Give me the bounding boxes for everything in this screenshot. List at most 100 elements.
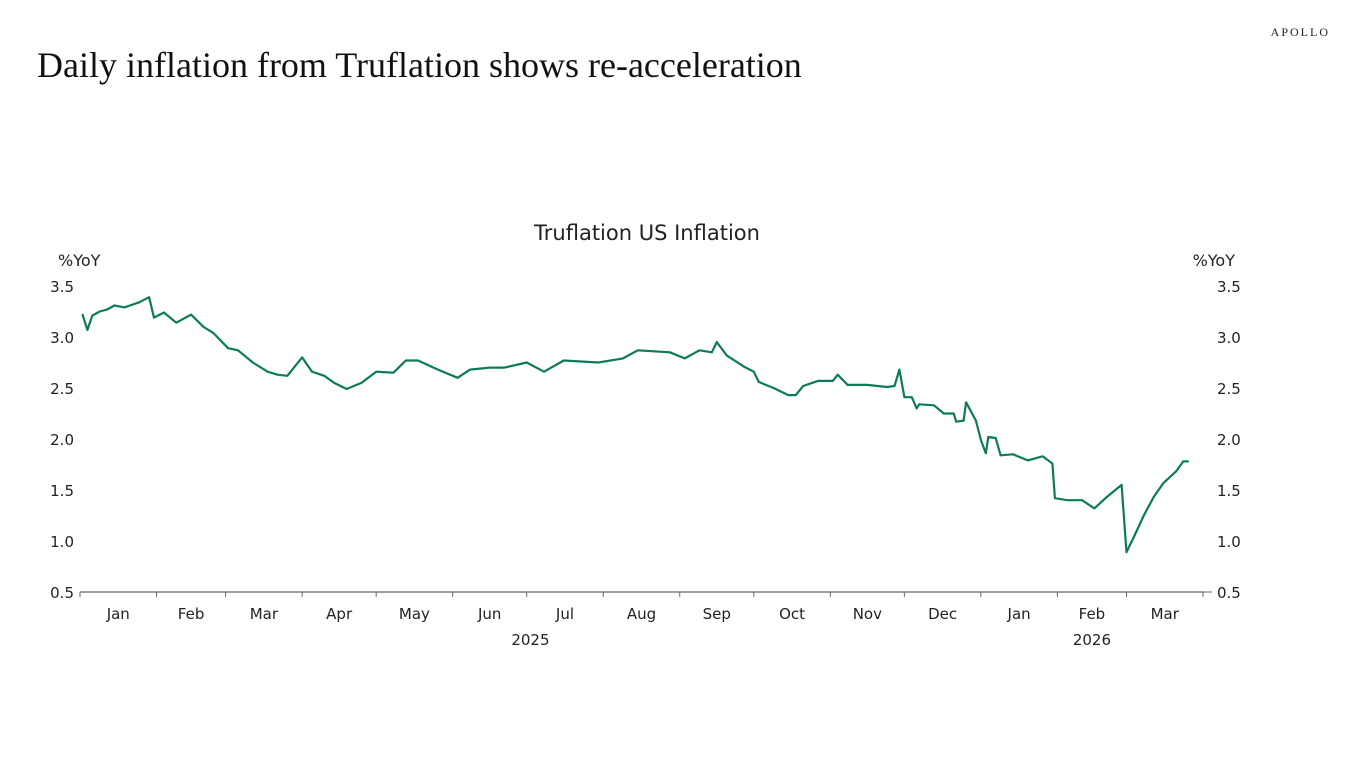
data-point bbox=[1174, 470, 1177, 473]
y-tick-label-right: 2.0 bbox=[1217, 431, 1241, 449]
data-point bbox=[1152, 496, 1155, 499]
data-point bbox=[1093, 507, 1096, 510]
apollo-logo: APOLLO bbox=[1270, 25, 1330, 39]
data-point bbox=[375, 370, 378, 373]
data-point bbox=[562, 359, 565, 362]
data-point bbox=[893, 385, 896, 387]
data-point bbox=[1054, 497, 1056, 500]
data-point bbox=[360, 382, 363, 384]
data-point bbox=[975, 419, 977, 422]
y-tick-label-left: 0.5 bbox=[50, 584, 74, 602]
data-point bbox=[994, 437, 997, 439]
y-tick-label-right: 3.0 bbox=[1217, 329, 1241, 347]
x-tick-label: Jul bbox=[555, 605, 574, 623]
data-point bbox=[153, 316, 155, 319]
data-point bbox=[1051, 462, 1054, 465]
data-point bbox=[190, 313, 192, 316]
data-point bbox=[113, 304, 116, 307]
y-tick-label-right: 3.5 bbox=[1217, 278, 1241, 296]
data-point bbox=[123, 306, 126, 309]
y-tick-label-right: 1.0 bbox=[1217, 533, 1241, 551]
year-label-2026: 2026 bbox=[1073, 631, 1111, 649]
data-point bbox=[910, 396, 913, 399]
data-point bbox=[979, 439, 982, 441]
data-point bbox=[898, 368, 901, 371]
data-point bbox=[831, 379, 834, 382]
data-point bbox=[81, 313, 84, 316]
data-point bbox=[622, 357, 624, 360]
x-tick-label: Dec bbox=[928, 605, 957, 623]
data-point bbox=[86, 328, 89, 331]
x-tick-label: Mar bbox=[250, 605, 279, 623]
data-point bbox=[392, 371, 395, 374]
data-point bbox=[543, 370, 545, 373]
data-point bbox=[417, 359, 420, 362]
chart-title: Truflation US Inflation bbox=[533, 221, 760, 245]
y-tick-label-left: 2.5 bbox=[50, 380, 74, 398]
data-point bbox=[1162, 481, 1165, 484]
y-tick-label-left: 3.0 bbox=[50, 329, 74, 347]
data-point bbox=[1012, 453, 1014, 456]
data-point bbox=[710, 351, 713, 354]
data-point bbox=[915, 407, 918, 410]
data-point bbox=[772, 387, 775, 389]
data-point bbox=[987, 436, 990, 438]
data-point bbox=[1081, 499, 1083, 502]
y-tick-label-right: 2.5 bbox=[1217, 380, 1241, 398]
data-point bbox=[866, 384, 869, 386]
x-tick-label: Aug bbox=[627, 605, 656, 623]
data-point bbox=[715, 341, 718, 343]
data-point bbox=[836, 373, 839, 376]
data-point bbox=[1041, 455, 1044, 458]
data-point bbox=[106, 308, 109, 311]
data-point bbox=[933, 404, 935, 407]
data-point bbox=[98, 310, 101, 313]
data-point bbox=[668, 351, 671, 354]
x-tick-label: Feb bbox=[1079, 605, 1106, 623]
data-point bbox=[1142, 514, 1145, 517]
y-tick-label-left: 2.0 bbox=[50, 431, 74, 449]
data-point bbox=[1132, 536, 1135, 538]
data-point bbox=[952, 412, 955, 415]
data-point bbox=[984, 452, 987, 455]
data-point bbox=[525, 361, 528, 364]
data-point bbox=[965, 401, 967, 404]
y-tick-label-right: 1.5 bbox=[1217, 482, 1241, 500]
data-point bbox=[886, 386, 888, 388]
data-point bbox=[597, 361, 600, 364]
x-tick-label: Oct bbox=[779, 605, 805, 623]
data-point bbox=[1120, 484, 1123, 486]
data-point bbox=[683, 357, 686, 360]
data-point bbox=[436, 368, 439, 371]
data-point bbox=[817, 379, 819, 382]
x-tick-label: Apr bbox=[326, 605, 353, 623]
x-tick-label: Jun bbox=[477, 605, 501, 623]
y-axis-label-right: %YoY bbox=[1193, 251, 1236, 270]
y-tick-label-right: 0.5 bbox=[1217, 584, 1241, 602]
data-point bbox=[802, 385, 805, 387]
data-point bbox=[212, 332, 215, 334]
data-point bbox=[163, 311, 165, 314]
data-point bbox=[251, 361, 254, 364]
data-point bbox=[237, 349, 239, 352]
data-point bbox=[503, 366, 506, 369]
data-point bbox=[345, 388, 348, 390]
data-point bbox=[942, 412, 945, 415]
data-point bbox=[743, 365, 745, 368]
data-point bbox=[276, 373, 279, 376]
data-point bbox=[404, 359, 407, 362]
data-point bbox=[918, 403, 921, 406]
data-point bbox=[1182, 460, 1185, 463]
data-point bbox=[999, 454, 1002, 457]
y-axis-label-left: %YoY bbox=[58, 251, 101, 270]
x-tick-label: Jan bbox=[106, 605, 130, 623]
data-point bbox=[202, 325, 205, 328]
data-point bbox=[1026, 459, 1029, 462]
data-point bbox=[456, 376, 459, 379]
data-point bbox=[1187, 460, 1190, 463]
data-point bbox=[311, 370, 313, 373]
data-point bbox=[787, 394, 790, 397]
data-point bbox=[175, 321, 178, 324]
data-point bbox=[962, 419, 965, 422]
